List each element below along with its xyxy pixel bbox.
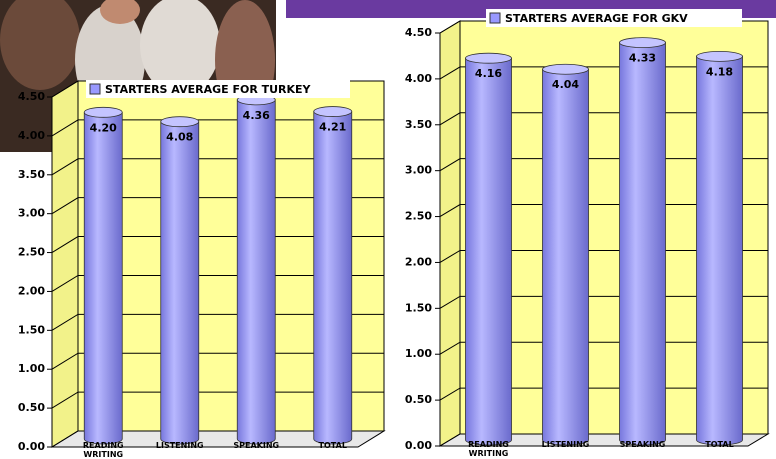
- value-label: 4.16: [475, 67, 502, 80]
- y-tick-label: 4.00: [18, 129, 45, 142]
- bar-top: [542, 63, 589, 75]
- y-tick-label: 1.00: [18, 362, 45, 375]
- value-label: 4.21: [319, 121, 346, 134]
- grid-line: [51, 158, 384, 176]
- bar: [160, 121, 200, 445]
- grid-line: [51, 352, 384, 370]
- grid-line: [51, 236, 384, 253]
- x-tick-label: LISTENING: [155, 441, 204, 450]
- side-wall: [439, 20, 461, 447]
- grid-line: [51, 119, 384, 137]
- bar-top: [160, 116, 200, 128]
- y-tick-label: 0.50: [18, 401, 45, 414]
- x-tick-label: SPEAKING: [233, 441, 280, 450]
- y-tick-label: 0.50: [405, 393, 432, 406]
- x-tick-label: TOTAL: [318, 441, 347, 450]
- y-tick-label: 1.50: [18, 323, 45, 336]
- bar: [313, 111, 353, 445]
- y-tick-label: 4.50: [18, 90, 45, 103]
- bar-top: [619, 37, 666, 49]
- x-tick-label: READING WRITING: [468, 440, 509, 458]
- value-label: 4.33: [629, 52, 656, 65]
- legend-box: [86, 80, 350, 98]
- grid-line: [51, 313, 384, 331]
- bar: [619, 42, 666, 446]
- x-tick-label: SPEAKING: [619, 440, 666, 449]
- y-tick-label: 1.00: [405, 347, 432, 360]
- value-label: 4.04: [552, 78, 579, 91]
- legend-swatch: [89, 83, 101, 95]
- chart-title: STARTERS AVERAGE FOR GKV: [505, 12, 688, 25]
- y-tick-label: 1.50: [405, 301, 432, 314]
- legend-swatch: [489, 12, 501, 24]
- bar-top: [83, 106, 123, 118]
- bar-top: [465, 52, 512, 64]
- grid-line: [51, 274, 384, 292]
- y-tick-label: 2.50: [18, 246, 45, 259]
- y-tick-label: 2.00: [405, 255, 432, 268]
- y-tick-label: 3.00: [405, 164, 432, 177]
- y-tick-label: 2.00: [18, 284, 45, 297]
- bar: [542, 68, 589, 446]
- y-tick-label: 4.00: [405, 72, 432, 85]
- bar-top: [696, 50, 743, 62]
- y-tick-label: 3.00: [18, 207, 45, 220]
- x-tick-label: LISTENING: [541, 440, 590, 449]
- y-tick-label: 3.50: [18, 168, 45, 181]
- chart-title: STARTERS AVERAGE FOR TURKEY: [105, 83, 312, 96]
- value-label: 4.20: [90, 121, 117, 134]
- bar-top: [313, 106, 353, 117]
- y-tick-label: 0.00: [405, 439, 432, 452]
- y-tick-label: 2.50: [405, 210, 432, 223]
- bar: [83, 111, 123, 445]
- x-tick-label: TOTAL: [705, 440, 734, 449]
- value-label: 4.08: [166, 131, 193, 144]
- y-tick-label: 0.00: [18, 440, 45, 453]
- x-tick-label: READING WRITING: [82, 441, 124, 459]
- bar: [696, 55, 743, 446]
- value-label: 4.36: [243, 109, 270, 122]
- y-tick-label: 4.50: [405, 26, 432, 39]
- grid-line: [51, 197, 384, 215]
- grid-line: [51, 391, 384, 409]
- y-tick-label: 3.50: [405, 118, 432, 131]
- grid-line: [51, 430, 384, 448]
- legend-box: [486, 9, 742, 27]
- side-wall: [51, 80, 79, 448]
- bar: [236, 99, 276, 445]
- value-label: 4.18: [706, 65, 733, 78]
- bar: [465, 57, 512, 446]
